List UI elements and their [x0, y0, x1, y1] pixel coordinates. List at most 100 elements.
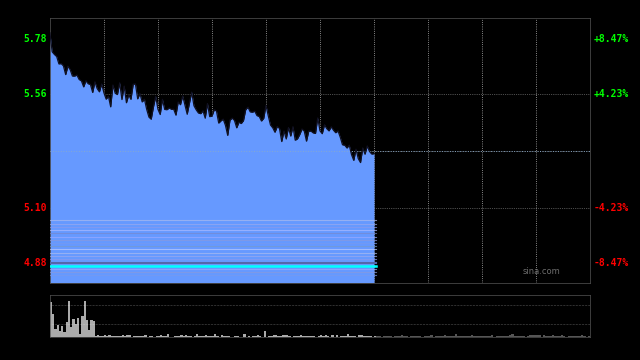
- Bar: [340, 336, 342, 337]
- Bar: [188, 336, 189, 337]
- Bar: [75, 324, 77, 337]
- Bar: [225, 336, 228, 337]
- Bar: [167, 333, 169, 337]
- Bar: [552, 335, 554, 337]
- Bar: [90, 320, 93, 337]
- Bar: [79, 334, 81, 337]
- Bar: [360, 335, 363, 337]
- Bar: [374, 336, 376, 337]
- Bar: [467, 336, 468, 337]
- Bar: [259, 336, 262, 337]
- Bar: [397, 336, 399, 337]
- Bar: [444, 335, 446, 337]
- Bar: [221, 335, 223, 337]
- Bar: [523, 336, 525, 337]
- Bar: [369, 336, 372, 337]
- Bar: [210, 336, 212, 337]
- Bar: [142, 336, 145, 337]
- Text: sina.com: sina.com: [523, 267, 561, 276]
- Bar: [145, 335, 147, 337]
- Bar: [491, 335, 493, 337]
- Bar: [498, 336, 500, 337]
- Bar: [529, 336, 532, 337]
- Bar: [228, 336, 230, 337]
- Bar: [365, 336, 367, 337]
- Bar: [430, 335, 433, 337]
- Bar: [561, 336, 563, 337]
- Bar: [536, 336, 538, 337]
- Bar: [264, 332, 266, 337]
- Text: -8.47%: -8.47%: [593, 258, 628, 268]
- Bar: [196, 334, 198, 337]
- Bar: [451, 336, 452, 337]
- Bar: [378, 336, 381, 337]
- Bar: [471, 335, 473, 337]
- Bar: [543, 336, 545, 337]
- Bar: [185, 335, 188, 337]
- Bar: [583, 336, 586, 337]
- Text: 4.88: 4.88: [23, 258, 47, 268]
- Bar: [95, 336, 97, 337]
- Bar: [437, 336, 439, 337]
- Bar: [313, 336, 316, 337]
- Bar: [277, 336, 280, 337]
- Bar: [351, 336, 354, 337]
- Bar: [280, 336, 282, 337]
- Bar: [248, 336, 250, 337]
- Bar: [61, 326, 63, 337]
- Bar: [574, 336, 577, 337]
- Bar: [149, 336, 151, 337]
- Bar: [332, 336, 333, 337]
- Bar: [358, 335, 360, 337]
- Bar: [271, 336, 273, 337]
- Bar: [273, 335, 275, 337]
- Bar: [480, 336, 482, 337]
- Bar: [163, 336, 164, 337]
- Bar: [579, 336, 581, 337]
- Bar: [216, 336, 219, 337]
- Bar: [84, 301, 86, 337]
- Bar: [52, 314, 54, 337]
- Bar: [255, 336, 257, 337]
- Bar: [534, 335, 536, 337]
- Bar: [257, 334, 259, 337]
- Bar: [347, 334, 349, 337]
- Bar: [300, 335, 302, 337]
- Text: 5.56: 5.56: [23, 89, 47, 99]
- Bar: [104, 336, 106, 337]
- Text: 5.78: 5.78: [23, 34, 47, 44]
- Bar: [243, 334, 246, 337]
- Bar: [336, 335, 338, 337]
- Bar: [54, 329, 57, 337]
- Bar: [410, 336, 412, 337]
- Bar: [180, 335, 182, 337]
- Bar: [388, 336, 390, 337]
- Text: +4.23%: +4.23%: [593, 89, 628, 99]
- Bar: [115, 336, 118, 337]
- Bar: [93, 321, 95, 337]
- Bar: [509, 335, 511, 337]
- Bar: [448, 336, 451, 337]
- Bar: [383, 336, 385, 337]
- Bar: [435, 336, 437, 337]
- Bar: [511, 334, 513, 337]
- Bar: [394, 336, 397, 337]
- Bar: [70, 327, 72, 337]
- Bar: [81, 316, 84, 337]
- Bar: [88, 330, 90, 337]
- Bar: [458, 336, 460, 337]
- Bar: [108, 335, 111, 337]
- Bar: [482, 336, 484, 337]
- Bar: [205, 335, 207, 337]
- Bar: [289, 336, 291, 337]
- Bar: [86, 320, 88, 337]
- Bar: [99, 336, 102, 337]
- Bar: [298, 336, 300, 337]
- Bar: [156, 336, 158, 337]
- Bar: [77, 318, 79, 337]
- Bar: [111, 336, 113, 337]
- Bar: [57, 325, 59, 337]
- Bar: [158, 336, 160, 337]
- Bar: [320, 334, 323, 337]
- Bar: [138, 336, 140, 337]
